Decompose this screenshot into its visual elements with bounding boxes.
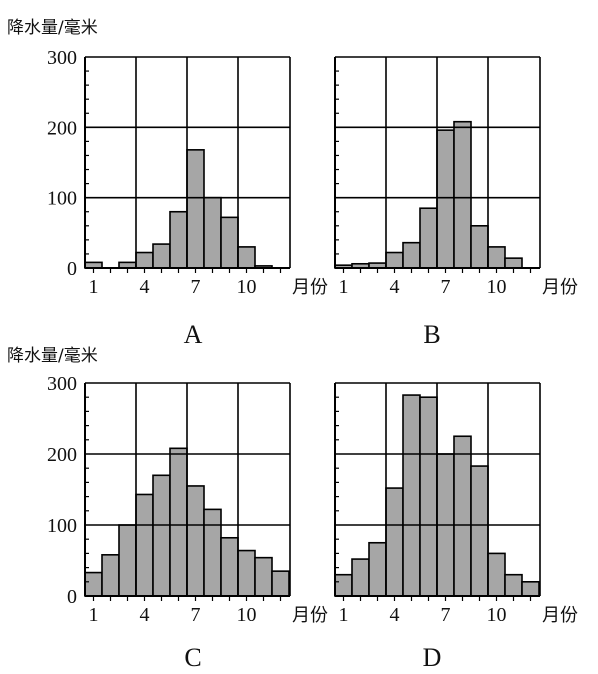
bar-month-6 (169, 210, 188, 269)
bar-month-4 (385, 251, 404, 269)
bar-month-2 (101, 554, 120, 597)
chart-panel-c: 0 100 200 300 1 4 7 10 月份 降水量/毫米 C (7, 346, 328, 672)
y-tick-label: 0 (67, 586, 77, 608)
bar-month-4 (135, 493, 154, 597)
bar-month-6 (169, 447, 188, 597)
y-tick-label: 200 (47, 444, 77, 466)
bar-month-9 (470, 465, 489, 597)
bar-month-2 (351, 558, 370, 597)
x-tick-label: 7 (191, 604, 201, 626)
y-tick-label: 300 (47, 373, 77, 395)
bar-month-10 (487, 552, 506, 597)
y-axis-label: 降水量/毫米 (7, 18, 98, 38)
x-tick-label: 1 (339, 276, 349, 298)
bar-month-8 (203, 508, 222, 597)
bar-month-4 (135, 251, 154, 269)
panel-label: A (184, 320, 203, 349)
bar-month-5 (402, 241, 421, 269)
bar-month-11 (504, 257, 523, 269)
bar-month-9 (220, 536, 239, 597)
panel-label: B (423, 320, 440, 349)
panel-label: D (423, 643, 442, 672)
x-tick-label: 1 (339, 604, 349, 626)
x-axis-label: 月份 (542, 605, 578, 626)
bar-month-5 (152, 243, 171, 269)
bar-month-11 (504, 573, 523, 597)
bar-month-4 (385, 487, 404, 597)
bar-month-9 (220, 216, 239, 269)
bar-month-8 (453, 435, 472, 597)
bar-month-5 (402, 394, 421, 597)
x-tick-label: 7 (441, 276, 451, 298)
x-axis-label: 月份 (292, 277, 328, 298)
bar-month-7 (186, 485, 205, 597)
bar-month-1 (334, 573, 353, 597)
bar-month-7 (436, 129, 455, 269)
chart-panel-b: 1 4 7 10 月份 B (334, 56, 578, 349)
x-tick-label: 4 (140, 276, 150, 298)
y-tick-label: 100 (47, 188, 77, 210)
bar-month-11 (254, 556, 273, 597)
y-tick-label: 200 (47, 117, 77, 139)
bar-month-8 (453, 120, 472, 269)
y-axis-label: 降水量/毫米 (7, 346, 98, 366)
chart-panel-a: 0 100 200 300 1 4 7 10 月份 降水量/毫米 A (7, 18, 328, 349)
bar-month-9 (470, 225, 489, 269)
x-tick-label: 10 (237, 276, 257, 298)
x-tick-label: 10 (487, 276, 507, 298)
bar-month-10 (487, 246, 506, 269)
y-tick-label: 300 (47, 47, 77, 69)
bar-month-8 (203, 196, 222, 269)
x-tick-label: 1 (89, 276, 99, 298)
y-tick-label: 100 (47, 515, 77, 537)
x-tick-label: 1 (89, 604, 99, 626)
x-tick-label: 10 (487, 604, 507, 626)
bar-month-10 (237, 549, 256, 597)
bar-month-12 (521, 580, 540, 597)
x-axis-label: 月份 (542, 277, 578, 298)
bar-month-12 (271, 570, 290, 597)
bar-month-1 (84, 571, 103, 597)
bar-month-3 (118, 524, 137, 597)
x-tick-label: 7 (441, 604, 451, 626)
x-tick-label: 7 (191, 276, 201, 298)
bar-month-3 (368, 541, 387, 597)
x-tick-label: 10 (237, 604, 257, 626)
x-tick-label: 4 (140, 604, 150, 626)
bar-month-7 (186, 149, 205, 269)
x-tick-label: 4 (390, 276, 400, 298)
x-tick-label: 4 (390, 604, 400, 626)
chart-panel-d: 1 4 7 10 月份 D (334, 382, 578, 672)
bar-month-6 (419, 207, 438, 269)
bar-month-6 (419, 396, 438, 597)
panel-label: C (184, 643, 201, 672)
bar-month-5 (152, 474, 171, 597)
y-tick-label: 0 (67, 258, 77, 280)
x-axis-label: 月份 (292, 605, 328, 626)
bar-month-10 (237, 246, 256, 269)
